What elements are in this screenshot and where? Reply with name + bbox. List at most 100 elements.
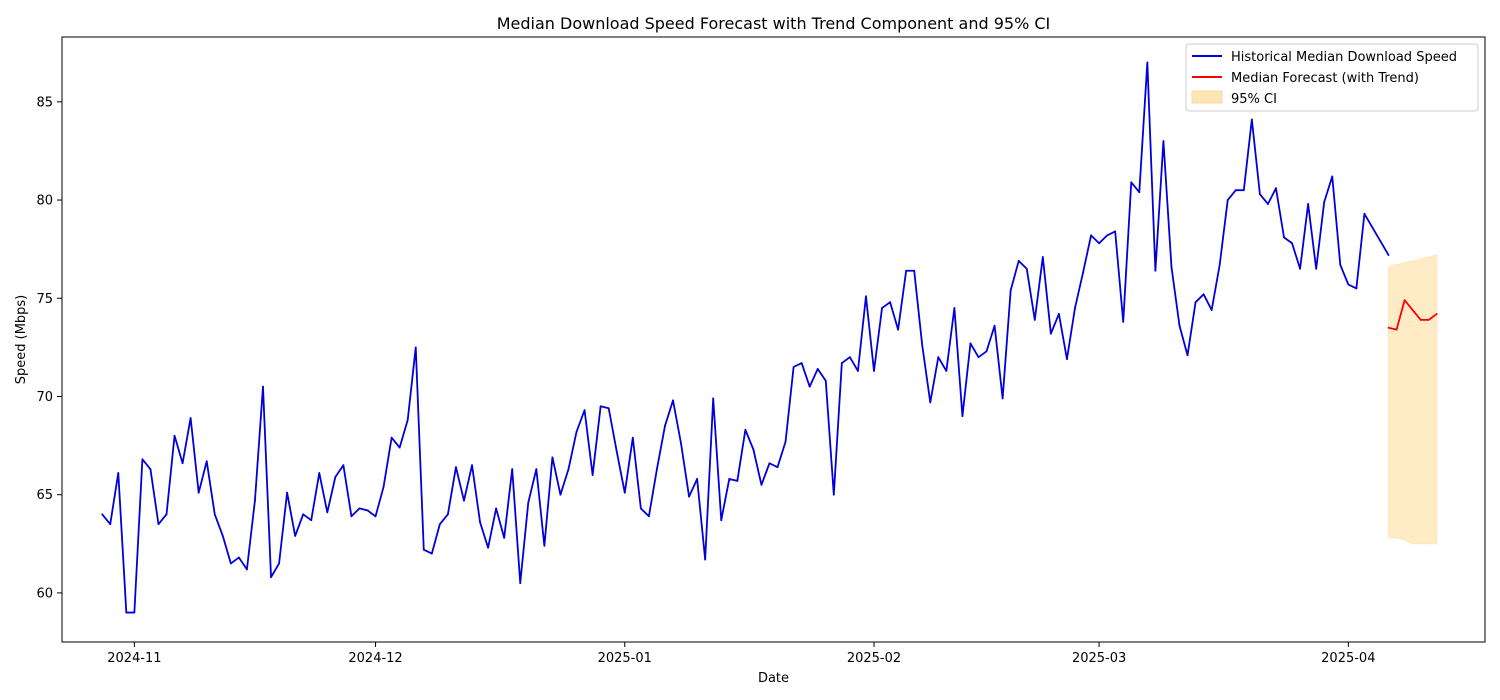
data-point [213, 513, 216, 516]
data-point [1194, 301, 1197, 304]
data-point [302, 513, 305, 516]
data-point [1033, 318, 1036, 321]
data-point [318, 472, 321, 474]
x-axis-title: Date [758, 671, 789, 686]
data-point [430, 552, 433, 555]
data-point [1130, 181, 1133, 184]
data-point [768, 462, 771, 465]
data-point [125, 611, 128, 614]
data-point [840, 362, 843, 364]
data-point [366, 509, 369, 512]
ci-band [1388, 254, 1438, 545]
data-point [1154, 269, 1157, 272]
data-point [1403, 299, 1406, 302]
data-point [639, 507, 642, 510]
data-point [752, 448, 755, 451]
ci-layer [1388, 254, 1438, 545]
y-tick-label: 60 [36, 586, 53, 601]
data-point [334, 476, 337, 478]
data-point [945, 370, 948, 372]
data-point [1082, 271, 1084, 274]
data-point [607, 407, 610, 410]
legend-label-historical: Historical Median Download Speed [1231, 50, 1457, 65]
data-point [157, 523, 160, 526]
data-point [599, 405, 602, 408]
legend-swatch-ci [1191, 90, 1223, 104]
data-point [1210, 309, 1213, 311]
x-tick-label: 2025-01 [598, 651, 652, 666]
data-point [455, 466, 457, 469]
y-tick-label: 65 [36, 488, 53, 503]
data-point [471, 464, 473, 467]
data-point [342, 464, 345, 467]
data-point [559, 493, 562, 496]
y-tick-label: 80 [36, 194, 53, 209]
series-line-0 [101, 61, 1390, 614]
data-point [857, 370, 859, 372]
data-point [1074, 307, 1076, 309]
data-point [438, 523, 441, 526]
data-point [583, 409, 586, 412]
data-point [189, 417, 192, 419]
plot-area [61, 36, 1486, 643]
data-point [848, 356, 851, 359]
data-point [591, 474, 594, 476]
data-point [1162, 140, 1165, 143]
data-point [503, 536, 506, 539]
data-point [1371, 226, 1374, 229]
data-point [101, 513, 104, 516]
x-tick-label: 2025-03 [1072, 651, 1126, 666]
data-point [760, 483, 763, 486]
data-point [664, 425, 666, 427]
data-point [1178, 324, 1181, 327]
data-point [1267, 203, 1269, 205]
data-point [1339, 263, 1342, 266]
data-point [784, 440, 787, 443]
legend-label-ci: 95% CI [1231, 92, 1277, 107]
data-point [1122, 320, 1125, 323]
data-point [776, 466, 779, 469]
data-point [294, 535, 297, 537]
data-point [647, 515, 650, 518]
y-axis: 60 65 70 75 80 85 [36, 95, 62, 601]
data-point [1387, 254, 1390, 256]
data-point [712, 397, 715, 400]
data-point [905, 269, 908, 272]
legend: Historical Median Download Speed Median … [1185, 43, 1479, 112]
data-point [672, 399, 674, 402]
data-point [511, 468, 514, 471]
data-point [1146, 61, 1149, 64]
data-point [696, 478, 699, 480]
data-point [519, 582, 522, 584]
data-point [1291, 242, 1293, 245]
chart-title: Median Download Speed Forecast with Tren… [497, 14, 1051, 33]
data-point [873, 370, 875, 372]
data-point [1379, 240, 1382, 243]
data-point [744, 428, 747, 431]
data-point [1355, 287, 1358, 290]
data-point [1058, 313, 1060, 315]
data-point [1419, 318, 1422, 321]
data-point [1017, 260, 1020, 262]
data-point [816, 368, 819, 370]
data-point [720, 519, 723, 522]
data-point [1363, 212, 1366, 215]
data-point [921, 344, 924, 347]
data-point [495, 507, 498, 510]
data-point [527, 501, 530, 504]
data-point [270, 576, 272, 579]
data-point [479, 521, 481, 524]
data-point [133, 611, 136, 614]
data-point [262, 385, 264, 388]
legend-label-forecast: Median Forecast (with Trend) [1231, 71, 1419, 86]
data-point [1114, 230, 1117, 233]
data-point [631, 436, 634, 439]
x-tick-label: 2024-12 [348, 651, 402, 666]
data-point [913, 269, 916, 272]
data-point [278, 562, 280, 565]
data-point [1427, 318, 1430, 321]
data-point [615, 450, 618, 453]
data-point [824, 379, 827, 382]
x-tick-label: 2024-11 [107, 651, 161, 666]
data-point [551, 456, 554, 459]
